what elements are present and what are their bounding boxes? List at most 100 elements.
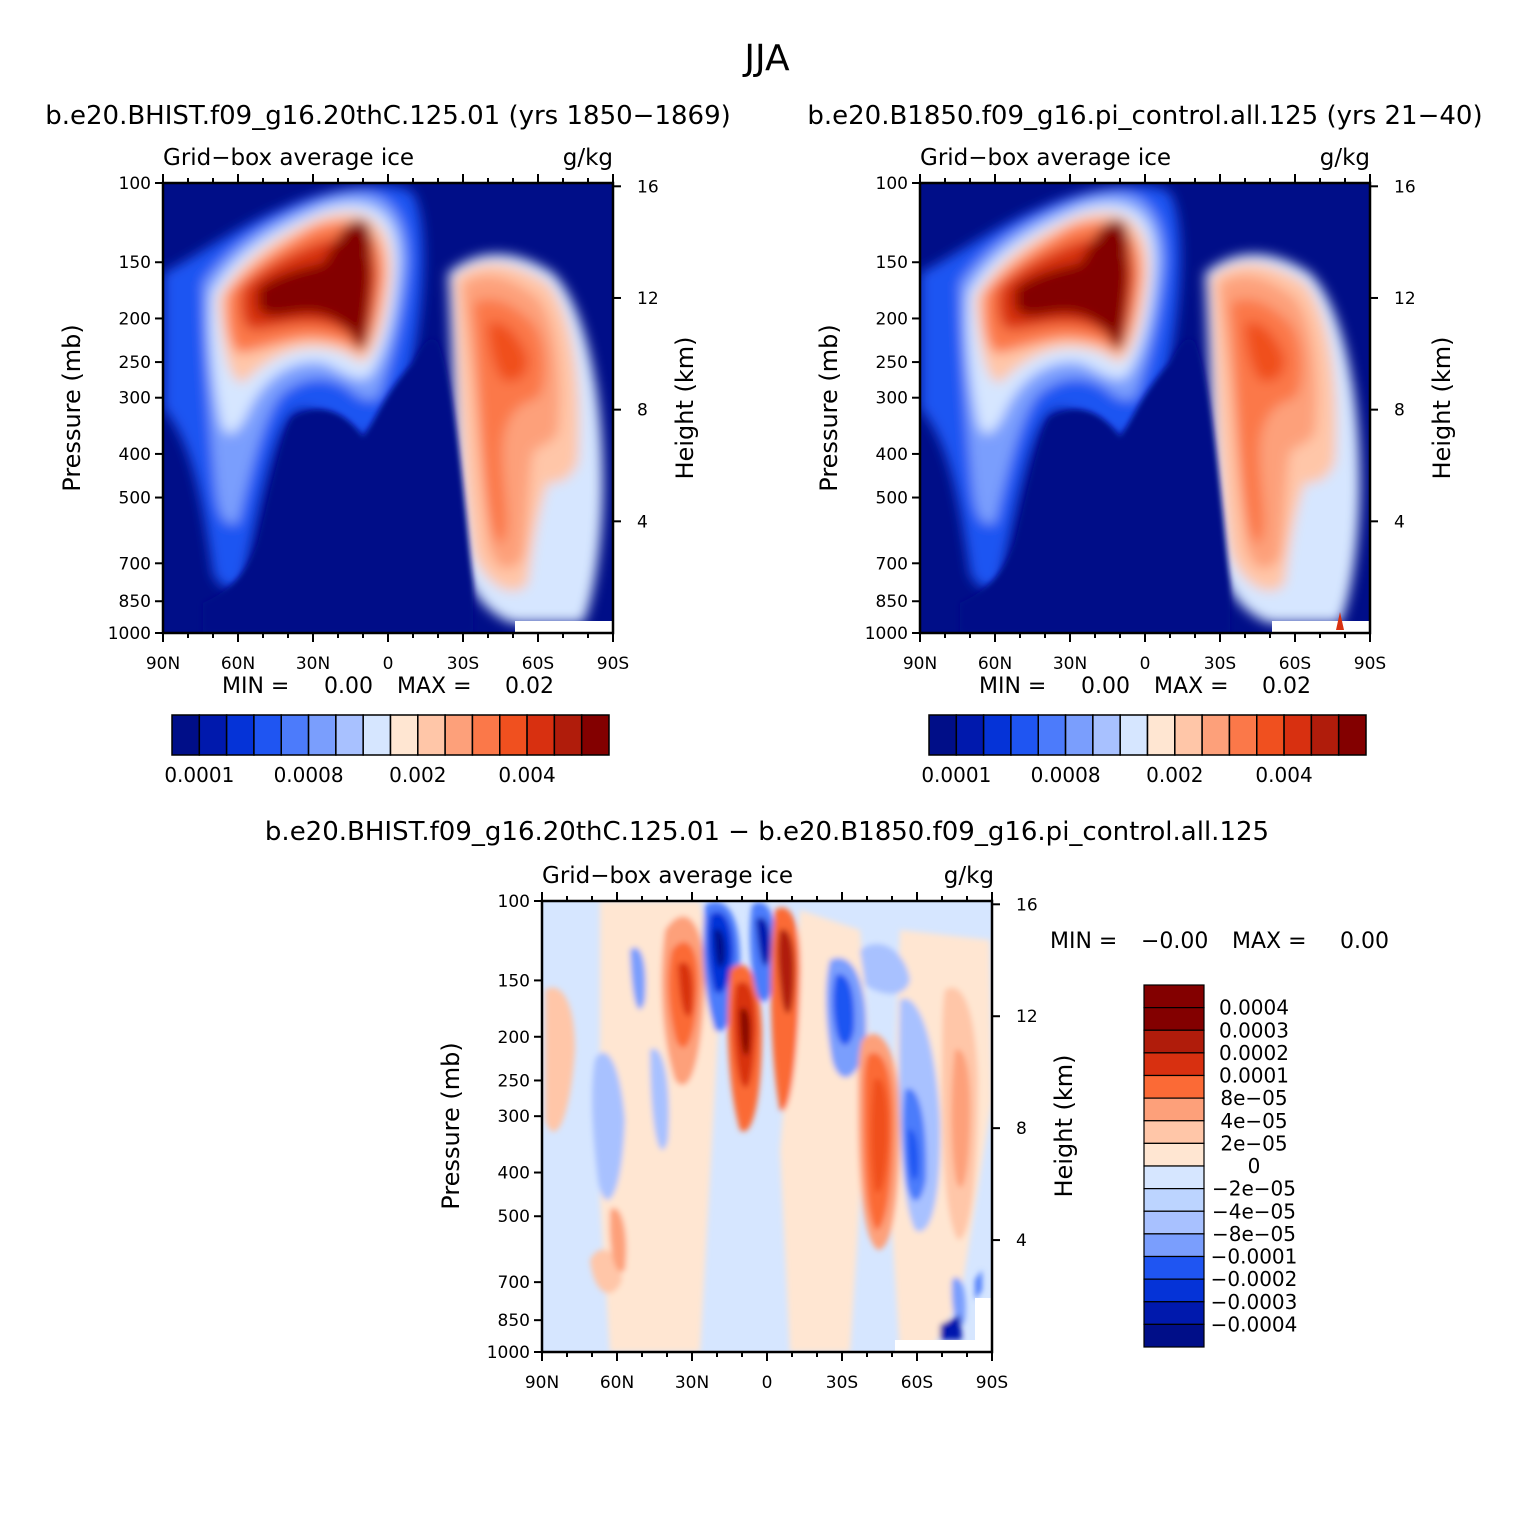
y-axis-right-label: Height (km)	[671, 337, 699, 480]
y-ticks-right: 16 12 8 4	[613, 177, 659, 532]
x-tick-label: 90N	[903, 654, 937, 674]
y-tick-label: 400	[498, 1164, 530, 1184]
y-axis-label: Pressure (mb)	[58, 324, 86, 491]
colorbar-swatch	[1143, 1097, 1205, 1122]
x-ticks: 90N 60N 30N 0 30S 60S 90S	[146, 174, 629, 674]
min-value: 0.00	[1081, 674, 1130, 699]
colorbar-swatch	[1143, 1052, 1205, 1077]
y-tick-label: 200	[876, 309, 908, 329]
plot-title: Grid−box average ice	[542, 863, 793, 889]
colorbar-swatch	[1174, 714, 1203, 756]
y-tick-label: 100	[498, 892, 530, 912]
panel-label-top-right: b.e20.B1850.f09_g16.pi_control.all.125 (…	[807, 101, 1482, 131]
y-tick-label: 700	[498, 1273, 530, 1293]
x-tick-label: 30S	[826, 1373, 858, 1393]
colorbar-swatch	[307, 714, 337, 756]
colorbar-swatch	[471, 714, 501, 756]
y-tick-label: 300	[498, 1107, 530, 1127]
colorbar-label: 4e−05	[1220, 1109, 1287, 1133]
heatmap-field	[920, 183, 1370, 633]
heatmap-field	[542, 901, 992, 1352]
x-tick-label: 90N	[146, 654, 180, 674]
colorbar-swatch	[1092, 714, 1121, 756]
y-tick-label: 250	[498, 1071, 530, 1091]
y-tick-label: 150	[498, 971, 530, 991]
y-right-tick-label: 16	[1016, 895, 1038, 915]
y-axis-label: Pressure (mb)	[437, 1042, 465, 1209]
x-tick-label: 0	[1140, 654, 1151, 674]
colorbar-swatch	[225, 714, 255, 756]
colorbar-swatch	[417, 714, 446, 756]
x-tick-label: 30N	[1053, 654, 1087, 674]
colorbar-swatch	[1143, 1301, 1205, 1325]
y-tick-label: 400	[119, 445, 151, 465]
colorbar-label: −2e−05	[1212, 1177, 1296, 1201]
y-right-tick-label: 16	[637, 177, 659, 197]
colorbar-label: 0	[1248, 1154, 1261, 1178]
colorbar: 0.0001 0.0008 0.002 0.004	[921, 714, 1367, 787]
y-tick-label: 250	[876, 353, 908, 373]
colorbar-label: 0.0004	[1219, 996, 1289, 1020]
colorbar-label: −0.0001	[1211, 1245, 1298, 1269]
plot-title: Grid−box average ice	[163, 145, 414, 171]
panel-label-bottom: b.e20.BHIST.f09_g16.20thC.125.01 − b.e20…	[265, 817, 1269, 847]
y-right-tick-label: 8	[1394, 401, 1405, 421]
colorbar-swatch	[1119, 714, 1149, 756]
y-ticks-right: 16 12 8 4	[992, 895, 1038, 1251]
colorbar-swatch	[1143, 1165, 1205, 1190]
colorbar-swatch	[1143, 984, 1205, 1009]
y-tick-label: 150	[876, 253, 908, 273]
y-right-tick-label: 16	[1394, 177, 1416, 197]
y-tick-label: 850	[498, 1311, 530, 1331]
panel-label-top-left: b.e20.BHIST.f09_g16.20thC.125.01 (yrs 18…	[45, 101, 731, 131]
y-tick-label: 1000	[487, 1343, 530, 1363]
max-label: MAX =	[397, 674, 472, 699]
y-ticks-left: 100 150 200 250 300 400 500 700 850 1000	[487, 892, 542, 1363]
colorbar-swatch	[1143, 1323, 1205, 1348]
max-value: 0.02	[1262, 674, 1311, 699]
colorbar-label: 8e−05	[1220, 1086, 1287, 1110]
colorbar-label: 0.0001	[921, 763, 991, 787]
y-tick-label: 200	[498, 1028, 530, 1048]
y-tick-label: 500	[876, 489, 908, 509]
x-tick-label: 90N	[525, 1373, 559, 1393]
x-tick-label: 60S	[1279, 654, 1311, 674]
colorbar-swatch	[171, 714, 201, 756]
colorbar-label: 0.004	[1255, 763, 1312, 787]
colorbar-swatch	[389, 714, 419, 756]
x-tick-label: 30N	[675, 1373, 709, 1393]
colorbar-label: −8e−05	[1212, 1222, 1296, 1246]
y-tick-label: 850	[876, 592, 908, 612]
x-tick-label: 60S	[901, 1373, 933, 1393]
y-right-tick-label: 8	[1016, 1119, 1027, 1139]
colorbar-label: 0.0001	[1219, 1064, 1289, 1088]
colorbar-label: −4e−05	[1212, 1199, 1296, 1223]
figure-title: JJA	[742, 38, 790, 79]
max-label: MAX =	[1154, 674, 1229, 699]
colorbar-swatch	[1010, 714, 1039, 756]
colorbar-swatch	[1037, 714, 1067, 756]
colorbar-swatch	[253, 714, 282, 756]
colorbar-swatch	[198, 714, 228, 756]
x-ticks: 90N 60N 30N 0 30S 60S 90S	[525, 892, 1008, 1393]
y-ticks-left: 100 150 200 250 300 400 500 700 850 1000	[108, 174, 163, 644]
colorbar-swatch	[928, 714, 958, 756]
panel-top-right: Grid−box average ice g/kg Pressure (mb) …	[815, 145, 1456, 787]
y-tick-label: 1000	[108, 624, 151, 644]
colorbar-label: 0.0003	[1219, 1018, 1289, 1042]
colorbar-swatch	[1143, 1074, 1205, 1099]
units-label: g/kg	[563, 145, 613, 171]
y-tick-label: 500	[119, 489, 151, 509]
colorbar: 0.00040.00030.00020.00018e−054e−052e−050…	[1143, 984, 1298, 1348]
max-value: 0.00	[1340, 929, 1389, 954]
min-label: MIN =	[222, 674, 289, 699]
x-tick-label: 90S	[597, 654, 629, 674]
x-tick-label: 60N	[221, 654, 255, 674]
y-right-tick-label: 4	[637, 512, 648, 532]
heatmap-field	[163, 183, 613, 633]
units-label: g/kg	[1320, 145, 1370, 171]
y-tick-label: 500	[498, 1207, 530, 1227]
colorbar-swatch	[1143, 1142, 1205, 1167]
y-axis-right-label: Height (km)	[1050, 1055, 1078, 1198]
